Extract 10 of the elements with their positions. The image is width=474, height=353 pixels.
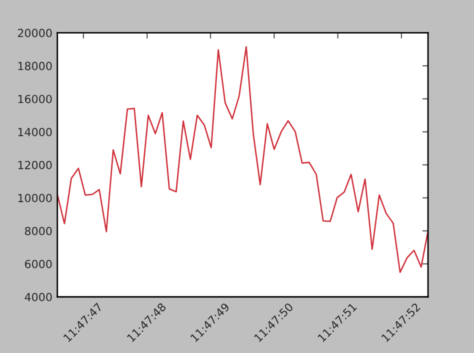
y-tick-label: 8000 bbox=[24, 226, 52, 236]
y-tick-label: 16000 bbox=[18, 94, 52, 104]
y-tick-label: 18000 bbox=[18, 62, 52, 70]
y-tick-label: 4000 bbox=[24, 292, 52, 302]
y-tick-label: 12000 bbox=[18, 160, 52, 170]
line-series bbox=[57, 46, 428, 273]
y-tick-label: 14000 bbox=[18, 128, 52, 136]
y-tick-label: 10000 bbox=[18, 194, 52, 202]
y-tick-label: 20000 bbox=[18, 28, 52, 38]
y-tick-label: 6000 bbox=[24, 260, 52, 268]
